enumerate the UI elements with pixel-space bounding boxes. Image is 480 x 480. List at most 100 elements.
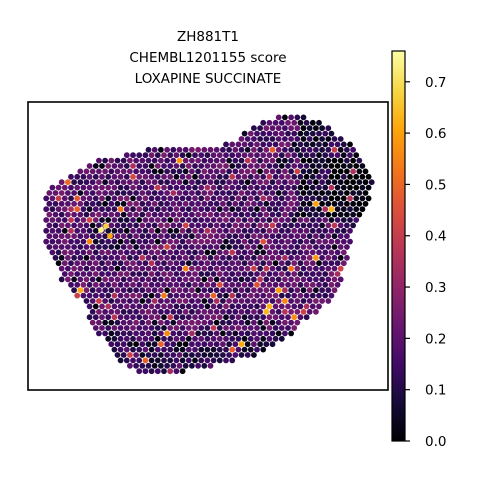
spot-point [80, 206, 87, 213]
spot-point [170, 211, 177, 218]
spot-point [238, 146, 245, 153]
spot-point [213, 157, 220, 164]
spot-point [108, 330, 115, 337]
spot-point [71, 222, 77, 229]
spot-point [117, 271, 124, 277]
spot-point [185, 184, 192, 191]
spot-point [226, 330, 233, 337]
spot-point [189, 211, 195, 218]
spot-point [108, 298, 115, 304]
spot-point [198, 346, 205, 353]
spot-point [353, 173, 360, 180]
spot-point [164, 233, 171, 240]
spot-point [244, 319, 251, 326]
spot-point [232, 298, 239, 304]
spot-point [263, 146, 270, 153]
spot-point [306, 168, 313, 175]
spot-point [130, 271, 136, 277]
spot-point [303, 238, 310, 245]
spot-point [319, 298, 325, 304]
spot-point [362, 179, 369, 186]
spot-point [158, 222, 164, 229]
spot-point [263, 298, 270, 304]
spot-point [111, 292, 118, 299]
spot-point [306, 298, 313, 304]
spot-point [96, 276, 102, 283]
spot-point [353, 195, 360, 202]
spot-point [161, 335, 167, 342]
spot-point [226, 298, 233, 304]
spot-point [300, 287, 307, 294]
spot-point [210, 152, 217, 159]
spot-point [130, 206, 136, 213]
spot-point [210, 314, 217, 321]
spot-point [105, 249, 112, 256]
spot-point [61, 238, 68, 245]
spot-point [319, 287, 325, 294]
spot-point [235, 195, 242, 202]
spot-point [337, 179, 344, 186]
spot-point [126, 287, 133, 294]
spot-point [316, 227, 322, 234]
spot-point [306, 125, 313, 132]
spot-point [192, 184, 198, 191]
spot-point [251, 190, 257, 196]
colorbar-tick-label: 0.4 [425, 229, 446, 245]
spot-point [353, 184, 360, 191]
spot-point [263, 319, 270, 326]
spot-point [319, 200, 325, 207]
spot-point [322, 217, 329, 223]
spot-point [278, 314, 285, 321]
spot-point [120, 265, 127, 272]
spot-point [204, 260, 211, 267]
spot-point [142, 271, 149, 277]
spot-point [226, 308, 233, 315]
spot-point [275, 330, 282, 337]
spot-point [220, 308, 226, 315]
spot-point [198, 335, 205, 342]
spot-point [86, 303, 93, 310]
spot-point [123, 271, 130, 277]
spot-point [254, 335, 260, 342]
spot-point [49, 238, 56, 245]
spot-point [117, 238, 124, 245]
spot-point [337, 136, 344, 142]
spot-point [278, 271, 285, 277]
spot-point [207, 211, 214, 218]
spot-point [189, 265, 195, 272]
spot-point [275, 136, 282, 142]
spot-point [291, 195, 298, 202]
spot-point [325, 200, 332, 207]
spot-point [74, 173, 81, 180]
spot-point [282, 287, 288, 294]
spot-point [282, 146, 288, 153]
spot-point [272, 227, 279, 234]
spot-point [319, 211, 325, 218]
spot-point [285, 238, 291, 245]
spot-point [114, 200, 121, 207]
spot-point [182, 330, 189, 337]
spot-point [96, 222, 102, 229]
spot-point [204, 357, 211, 364]
spot-point [114, 352, 121, 358]
spot-point [68, 173, 74, 180]
spot-point [68, 195, 74, 202]
spot-point [210, 325, 217, 331]
spot-point [244, 352, 251, 358]
spot-point [201, 298, 208, 304]
spot-point [142, 325, 149, 331]
spot-point [167, 281, 174, 288]
spot-point [123, 227, 130, 234]
spot-point [325, 125, 332, 132]
spot-point [167, 217, 174, 223]
spot-point [263, 211, 270, 218]
spot-point [238, 179, 245, 186]
spot-point [161, 152, 167, 159]
spot-point [151, 211, 158, 218]
spot-point [235, 163, 242, 169]
spot-point [226, 352, 233, 358]
spot-point [210, 206, 217, 213]
spot-point [52, 244, 59, 250]
spot-point [297, 173, 304, 180]
spot-point [232, 254, 239, 261]
